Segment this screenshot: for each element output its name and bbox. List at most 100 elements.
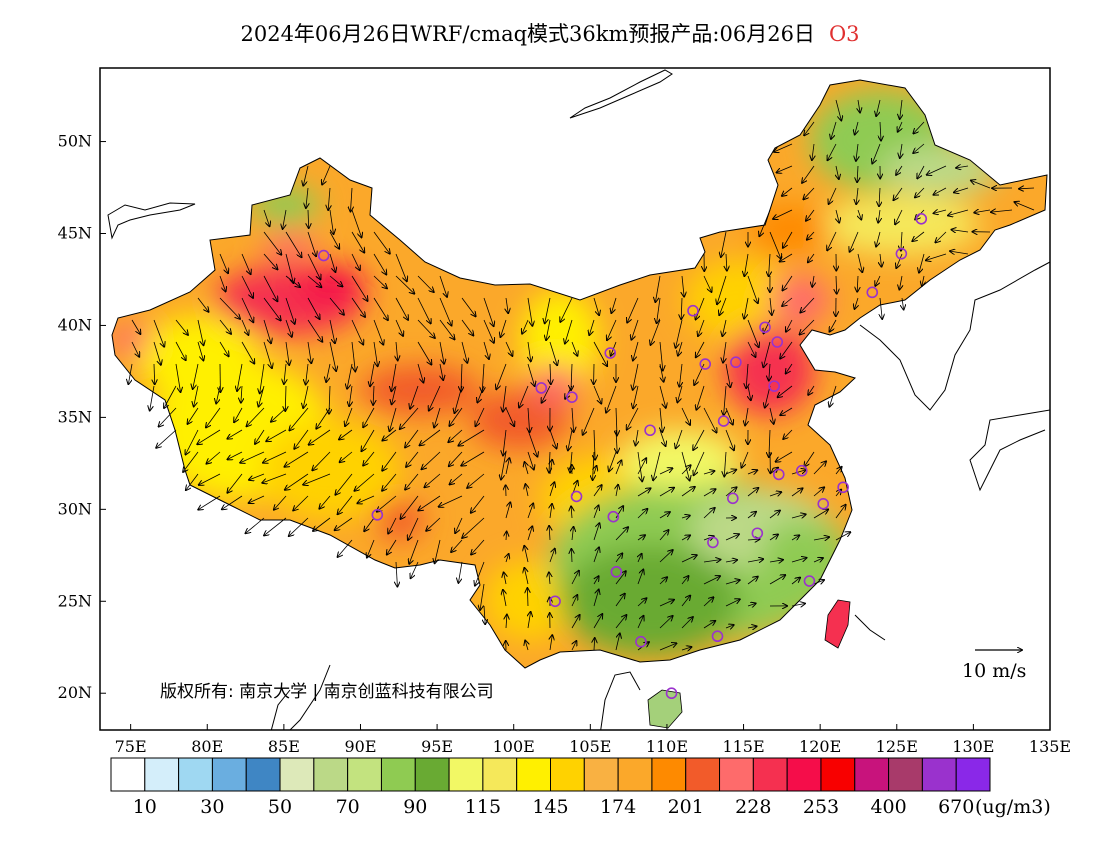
wind-arrow <box>659 468 672 475</box>
wind-arrow <box>175 341 186 360</box>
wind-arrow <box>954 187 969 192</box>
wind-arrow <box>395 253 407 281</box>
wind-arrow <box>355 473 375 491</box>
wind-arrow <box>616 429 617 453</box>
legend-swatch <box>448 757 484 792</box>
wind-arrow <box>857 275 858 292</box>
wind-arrow <box>769 492 781 496</box>
wind-arrow <box>219 253 228 273</box>
wind-arrow <box>693 429 705 450</box>
wind-arrow <box>616 485 618 497</box>
wind-arrow <box>429 385 441 411</box>
wind-arrow <box>633 363 639 390</box>
wind-arrow <box>266 429 287 441</box>
wind-arrow <box>263 297 281 320</box>
wind-arrow <box>417 275 434 292</box>
lon-tick-label: 85E <box>268 737 300 756</box>
wind-arrow <box>681 617 693 629</box>
wind-arrow <box>681 465 691 475</box>
wind-arrow <box>769 253 770 276</box>
city-marker <box>610 566 623 578</box>
wind-arrow <box>524 568 528 585</box>
wind-arrow <box>550 635 552 651</box>
wind-arrow <box>971 181 991 189</box>
wind-arrow <box>395 297 408 320</box>
wind-arrow <box>154 363 155 384</box>
lon-tick-label: 120E <box>799 737 841 756</box>
legend-swatch <box>110 757 146 792</box>
wind-arrow <box>197 341 203 360</box>
wind-arrow <box>285 385 286 411</box>
wind-arrow <box>769 231 781 259</box>
wind-arrow <box>721 231 727 257</box>
wind-arrow <box>286 341 289 365</box>
hainan-island <box>647 689 683 729</box>
wind-arrow <box>660 341 663 370</box>
wind-arrow <box>396 561 397 587</box>
wind-arrow <box>505 502 510 519</box>
wind-arrow <box>307 275 321 287</box>
wind-arrow <box>780 253 793 262</box>
wind-arrow <box>373 319 383 345</box>
wind-arrow <box>246 517 265 533</box>
wind-arrow <box>391 363 397 391</box>
wind-arrow <box>565 319 573 344</box>
wind-arrow <box>593 547 599 563</box>
longitude-axis: 75E 80E 85E 90E 95E 100E 105E 110E 115E 120E 125E 1… <box>115 724 1071 756</box>
legend-swatch <box>955 757 991 792</box>
wind-arrow <box>651 319 661 345</box>
legend-label: 90 <box>403 796 427 818</box>
wind-arrow <box>615 527 628 541</box>
wind-arrow <box>725 580 740 585</box>
wind-arrow <box>227 429 243 439</box>
wind-arrow <box>774 143 793 152</box>
wind-arrow <box>303 473 331 485</box>
wind-arrow <box>545 297 551 323</box>
wind-arrow <box>571 341 577 356</box>
taiwan-island <box>824 599 851 649</box>
wind-arrow <box>504 573 506 585</box>
wind-arrow <box>219 319 231 334</box>
wind-arrow <box>285 253 293 283</box>
wind-arrow <box>615 506 623 519</box>
wind-arrow <box>896 253 903 268</box>
wind-arrow <box>249 473 265 480</box>
wind-arrow <box>703 407 717 433</box>
wind-arrow <box>240 451 265 463</box>
city-marker <box>759 321 771 334</box>
wind-arrow <box>274 495 287 510</box>
legend-swatch <box>617 757 653 792</box>
wind-arrow <box>219 275 226 291</box>
wind-arrow <box>694 451 705 475</box>
wind-arrow <box>769 535 778 541</box>
wind-arrow <box>725 560 737 562</box>
wind-arrow <box>974 210 991 213</box>
wind-arrow <box>659 577 667 585</box>
wind-arrow <box>1019 188 1035 189</box>
city-marker <box>707 536 719 549</box>
wind-arrow <box>483 297 494 326</box>
wind-arrow <box>633 385 639 408</box>
wind-arrow <box>615 553 622 563</box>
wind-arrow <box>263 231 281 255</box>
wind-arrow <box>876 99 881 116</box>
wind-arrow <box>956 166 969 168</box>
wind-arrow <box>503 385 506 412</box>
lat-tick-label: 20N <box>58 683 92 702</box>
wind-arrow <box>458 429 485 446</box>
city-marker <box>895 247 908 260</box>
wind-arrow <box>677 385 683 402</box>
wind-arrow <box>338 539 353 557</box>
city-marker <box>317 249 330 262</box>
wind-arrow <box>395 275 414 294</box>
lon-tick-label: 135E <box>1029 737 1071 756</box>
wind-arrow <box>362 429 375 451</box>
legend-swatch <box>178 757 213 792</box>
wind-arrow <box>340 451 353 462</box>
wind-arrow <box>448 429 463 442</box>
city-marker <box>795 464 808 477</box>
wind-arrow <box>425 473 441 487</box>
wind-arrow <box>769 407 774 424</box>
city-marker <box>549 595 561 608</box>
lat-tick-label: 30N <box>58 499 92 518</box>
